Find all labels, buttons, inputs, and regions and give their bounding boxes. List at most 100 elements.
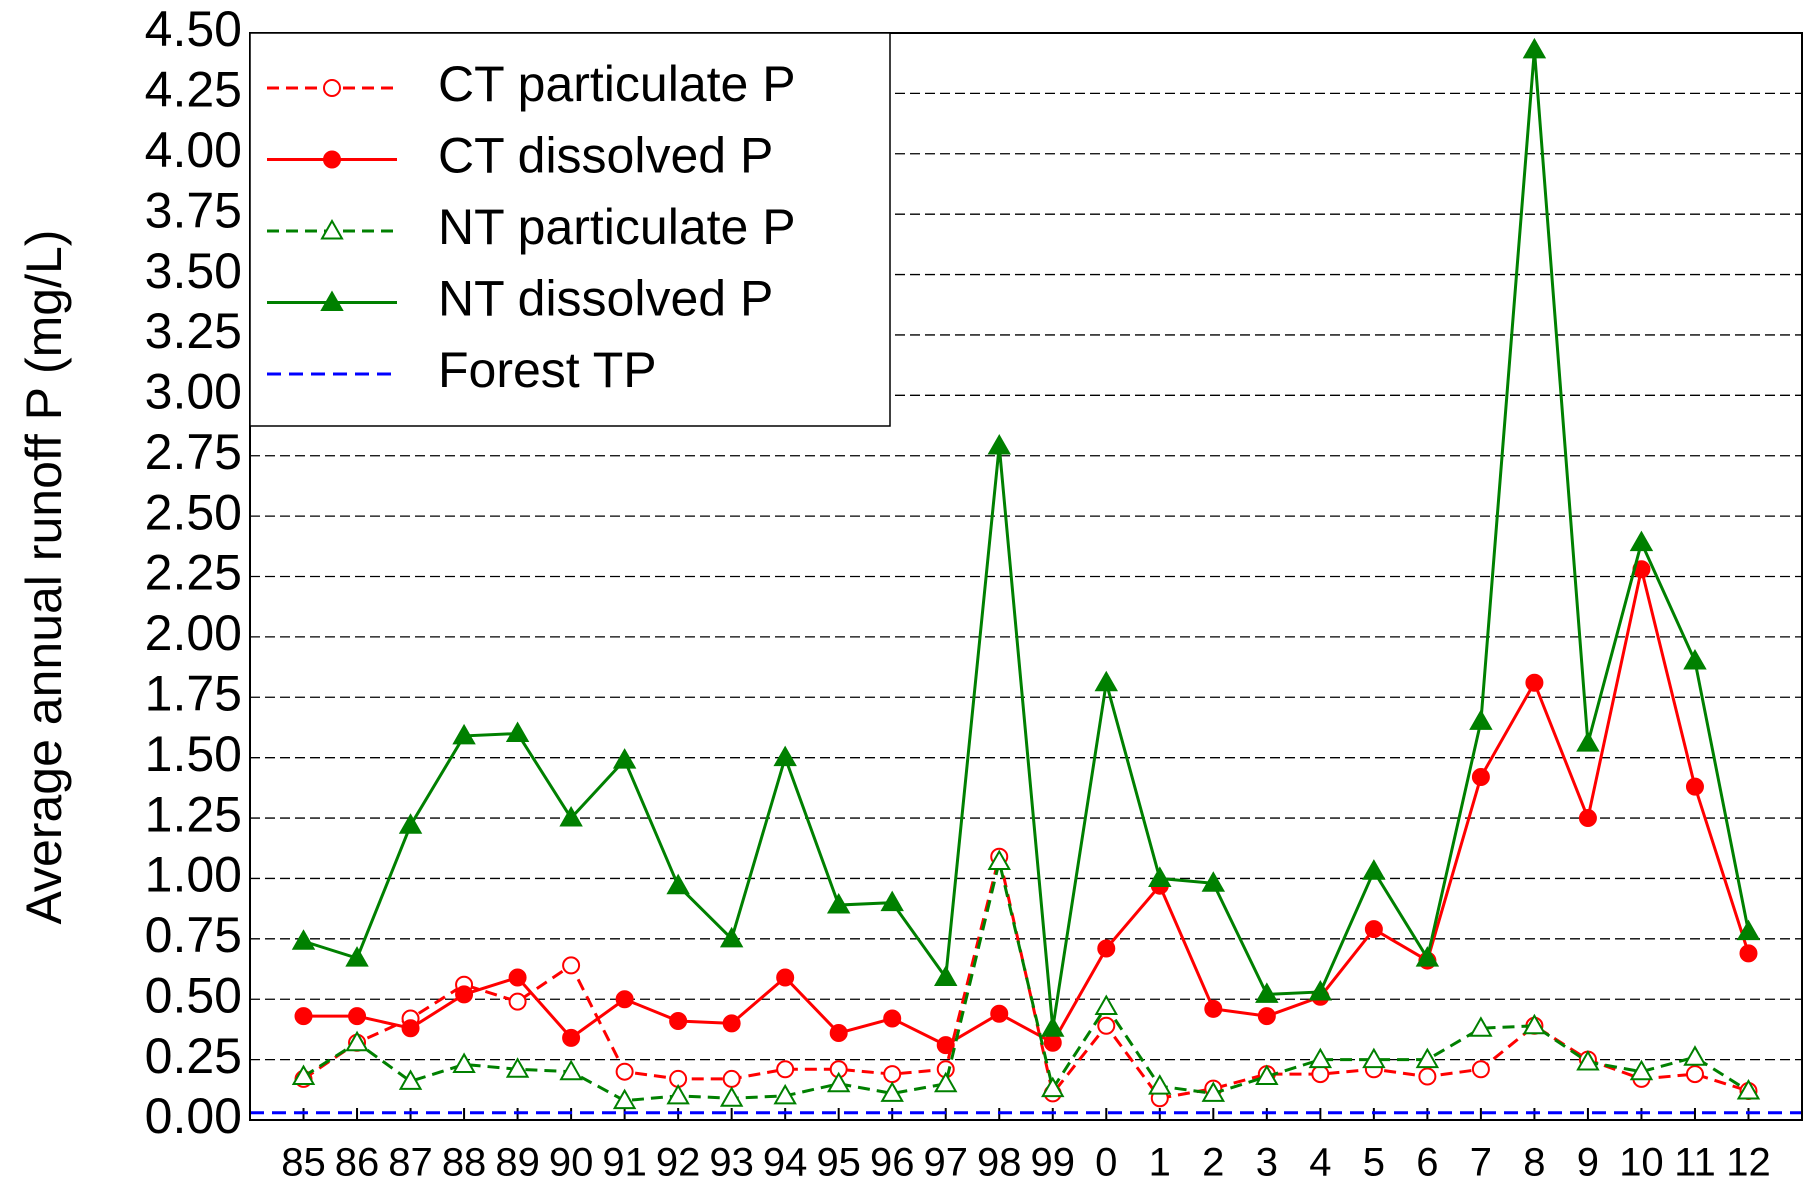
point <box>615 1062 634 1081</box>
x-tick-label: 7 <box>1470 1141 1492 1185</box>
point <box>1685 1065 1704 1084</box>
x-tick-label: 95 <box>816 1141 861 1185</box>
point <box>719 1086 744 1107</box>
y-tick-label: 4.50 <box>145 1 242 57</box>
series-line <box>303 49 1750 1029</box>
y-tick-label: 3.75 <box>145 182 242 238</box>
point <box>1683 1045 1707 1066</box>
x-tick-label: 89 <box>495 1141 540 1185</box>
point <box>345 946 369 967</box>
legend-label: NT dissolved P <box>438 271 773 327</box>
point <box>1308 1047 1333 1069</box>
y-tick-label: 1.00 <box>145 847 242 903</box>
y-tick-label: 2.50 <box>145 484 242 540</box>
series-line <box>302 861 1750 1103</box>
legend-label: NT particulate P <box>438 199 796 255</box>
x-tick-label: 6 <box>1416 1141 1438 1185</box>
point <box>562 956 581 975</box>
point <box>455 985 474 1004</box>
point <box>1094 670 1118 692</box>
legend-label: CT particulate P <box>438 56 796 112</box>
point <box>1148 1074 1172 1095</box>
y-tick-label: 3.25 <box>145 303 242 359</box>
y-tick-label: 2.25 <box>145 545 242 601</box>
x-tick-label: 87 <box>388 1141 433 1185</box>
point <box>719 926 744 948</box>
point <box>1201 871 1226 892</box>
y-tick-label: 2.75 <box>145 424 242 480</box>
point <box>1362 1047 1386 1069</box>
y-tick-label: 1.50 <box>145 726 242 782</box>
y-tick-label: 0.25 <box>145 1028 242 1084</box>
point <box>452 723 476 745</box>
point <box>1148 866 1172 887</box>
y-tick-label: 0.00 <box>145 1088 242 1144</box>
point <box>1576 1050 1600 1071</box>
x-tick-label: 0 <box>1095 1141 1117 1185</box>
point <box>773 745 797 767</box>
x-tick-label: 5 <box>1363 1141 1385 1185</box>
point <box>1257 1007 1276 1026</box>
point <box>1739 944 1758 963</box>
point <box>1041 1016 1065 1037</box>
point <box>1255 982 1279 1003</box>
y-tick-label: 4.25 <box>145 62 242 118</box>
point <box>1041 1076 1065 1098</box>
point <box>1204 999 1223 1018</box>
point <box>1578 809 1597 828</box>
point <box>612 748 637 769</box>
legend-label: CT dissolved P <box>438 128 773 184</box>
point <box>666 1083 690 1105</box>
point <box>505 721 530 743</box>
point <box>1415 1047 1440 1069</box>
y-tick-label: 3.50 <box>145 243 242 299</box>
point <box>398 1069 423 1090</box>
legend-marker <box>323 150 341 169</box>
legend-marker <box>320 290 344 311</box>
point <box>1308 979 1333 1001</box>
point <box>1683 649 1707 670</box>
point <box>1469 709 1493 730</box>
point <box>1736 1078 1761 1100</box>
y-tick-label: 1.25 <box>145 786 242 842</box>
point <box>776 1060 795 1079</box>
point <box>1097 1016 1116 1035</box>
y-axis-label: Average annual runoff P (mg/L) <box>16 230 72 925</box>
point <box>559 806 583 827</box>
point <box>666 873 690 895</box>
series-line <box>302 856 1749 1100</box>
point <box>1522 1013 1547 1035</box>
point <box>1362 859 1386 880</box>
point <box>669 1011 688 1030</box>
legend-box <box>249 32 891 427</box>
point <box>829 1024 848 1043</box>
point <box>508 968 527 987</box>
x-tick-label: 93 <box>709 1141 754 1185</box>
point <box>1201 1081 1226 1102</box>
y-tick-label: 1.75 <box>145 665 242 721</box>
point <box>1736 919 1761 941</box>
point <box>1364 920 1383 939</box>
point <box>348 1007 367 1026</box>
x-tick-label: 85 <box>281 1141 326 1185</box>
x-tick-label: 1 <box>1149 1141 1171 1185</box>
legend-marker <box>320 218 344 240</box>
point <box>883 1065 902 1084</box>
point <box>505 1057 530 1078</box>
point <box>1311 1065 1330 1084</box>
point <box>452 1052 476 1073</box>
y-tick-label: 3.00 <box>145 364 242 420</box>
x-tick-label: 8 <box>1523 1141 1545 1185</box>
point <box>291 1064 316 1086</box>
point <box>883 1009 902 1028</box>
point <box>1525 673 1544 692</box>
point <box>562 1028 581 1047</box>
point <box>559 1059 583 1081</box>
x-tick-label: 97 <box>923 1141 968 1185</box>
x-tick-label: 91 <box>602 1141 647 1185</box>
point <box>1522 37 1547 59</box>
y-tick-label: 0.75 <box>145 907 242 963</box>
point <box>776 968 795 987</box>
x-tick-label: 4 <box>1309 1141 1331 1185</box>
